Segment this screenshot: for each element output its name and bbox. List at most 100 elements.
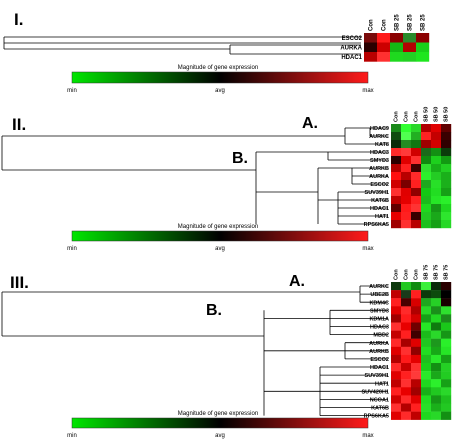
gene-label: SUV420H1	[361, 389, 389, 395]
panel-2-heatmap	[391, 124, 452, 229]
panel-1-gene-labels: ESCO2 AURKA HDAC1	[340, 36, 362, 61]
heatmap-cell	[391, 395, 402, 404]
heatmap-cell	[401, 354, 412, 364]
heatmap-cell	[391, 282, 402, 291]
heatmap-cell	[401, 180, 412, 189]
column-label: SB 75	[444, 265, 450, 280]
heatmap-cell	[411, 164, 422, 173]
heatmap-cell	[401, 172, 412, 181]
heatmap-cell	[431, 180, 442, 189]
heatmap-cell	[441, 330, 452, 339]
heatmap-cell	[401, 212, 412, 221]
heatmap-cell	[421, 338, 432, 347]
panel-1-column-labels: Con Con SB 25 SB 25 SB 25	[368, 14, 426, 31]
heatmap-cell	[441, 220, 452, 229]
heatmap-cell	[421, 371, 432, 380]
heatmap-cell	[411, 322, 422, 331]
gene-label: KAT6B	[371, 198, 389, 204]
heatmap-cell	[364, 42, 378, 53]
gene-label: AURKB	[369, 349, 389, 355]
heatmap-cell	[411, 338, 422, 347]
column-label: SB 25	[394, 14, 400, 31]
heatmap-cell	[431, 363, 442, 372]
heatmap-cell	[391, 322, 402, 331]
column-label: Con	[394, 269, 400, 280]
colorbar-1-avg: avg	[215, 88, 225, 94]
heatmap-cell	[411, 330, 422, 339]
heatmap-cell	[411, 290, 422, 299]
gene-label: KDM4C	[369, 300, 389, 306]
gene-label: SMYD3	[370, 308, 389, 314]
heatmap-cell	[441, 204, 452, 213]
heatmap-cell	[441, 290, 452, 299]
heatmap-cell	[431, 124, 442, 133]
panel-2-column-labels: Con Con Con SB 50 SB 50 SB 50	[394, 107, 450, 122]
gene-label: RPS6KA5	[364, 414, 389, 420]
heatmap-cell	[391, 330, 402, 339]
gene-label: AURKA	[369, 174, 389, 180]
heatmap-cell	[441, 132, 452, 141]
heatmap-cell	[391, 156, 402, 165]
gene-label: AURKC	[369, 284, 389, 290]
heatmap-cell	[431, 188, 442, 197]
gene-label: HDAC1	[370, 206, 389, 212]
panel-1: I. ESCO2 AURKA HDAC1 Con Con SB 25 SB 25 SB 25	[3, 10, 430, 62]
panel-1-heatmap	[364, 33, 430, 62]
heatmap-cell	[411, 140, 422, 149]
heatmap-cell	[441, 196, 452, 205]
colorbar-1-min: min	[67, 88, 77, 94]
gene-label: AURKC	[369, 134, 389, 140]
colorbar-3-avg: avg	[215, 433, 225, 439]
gene-label: SUV39H1	[365, 373, 389, 379]
heatmap-cell	[401, 132, 412, 141]
gene-label: RPS6KA5	[364, 222, 389, 228]
heatmap-cell	[421, 156, 432, 165]
gene-label: ESCO2	[342, 36, 363, 42]
heatmap-cell	[441, 188, 452, 197]
heatmap-cell	[401, 290, 412, 299]
heatmap-cell	[391, 379, 402, 388]
heatmap-cell	[421, 212, 432, 221]
heatmap-cell	[391, 180, 402, 189]
heatmap-cell	[421, 379, 432, 388]
heatmap-cell	[411, 298, 422, 307]
heatmap-cell	[391, 188, 402, 197]
heatmap-cell	[441, 411, 452, 420]
heatmap-cell	[411, 314, 422, 323]
heatmap-cell	[401, 330, 412, 339]
heatmap-cell	[411, 403, 422, 412]
heatmap-cell	[441, 282, 452, 291]
heatmap-cell	[391, 172, 402, 181]
heatmap-cell	[441, 387, 452, 396]
heatmap-cell	[390, 42, 404, 53]
gene-label: AURKB	[369, 166, 389, 172]
heatmap-cell	[391, 403, 402, 412]
heatmap-cell	[377, 52, 391, 62]
column-label: Con	[414, 111, 420, 122]
heatmap-cell	[441, 164, 452, 173]
colorbar-2-avg: avg	[215, 246, 225, 252]
heatmap-cell	[391, 140, 402, 149]
heatmap-cell	[401, 282, 412, 291]
heatmap-cell	[391, 290, 402, 299]
gene-label: HAT1	[375, 214, 389, 220]
column-label: Con	[414, 269, 420, 280]
heatmap-cell	[431, 346, 442, 356]
heatmap-cell	[391, 164, 402, 173]
heatmap-cell	[441, 322, 452, 331]
heatmap-cell	[431, 282, 442, 291]
heatmap-cell	[411, 387, 422, 396]
heatmap-cell	[401, 387, 412, 396]
gene-label: ESCO2	[370, 182, 389, 188]
gene-label: KDM1A	[369, 316, 389, 322]
heatmap-cell	[401, 371, 412, 380]
heatmap-cell	[421, 140, 432, 149]
heatmap-cell	[421, 306, 432, 315]
heatmap-cell	[377, 33, 391, 43]
heatmap-cell	[431, 212, 442, 221]
heatmap-cell	[411, 196, 422, 205]
colorbar-2-title: Magnitude of gene expression	[178, 224, 258, 230]
heatmap-cell	[401, 314, 412, 323]
heatmap-cell	[411, 411, 422, 420]
heatmap-cell	[441, 298, 452, 307]
